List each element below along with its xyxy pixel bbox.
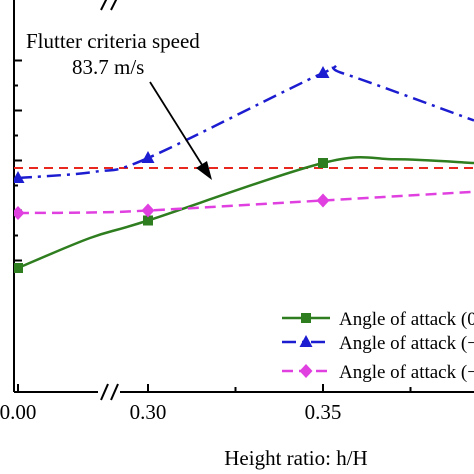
series-layer	[14, 63, 474, 273]
data-point-diamond	[141, 203, 155, 218]
data-point-diamond	[316, 193, 330, 208]
data-point-triangle	[14, 171, 25, 183]
x-axis-label: Height ratio: h/H	[224, 446, 367, 470]
legend-item: Angle of attack (0	[282, 309, 474, 330]
annotation-line-1: Flutter criteria speed	[26, 29, 200, 53]
series-line	[17, 63, 474, 180]
x-tick-labels: 0.00 0.30 0.35	[0, 400, 341, 424]
series-line	[17, 190, 474, 215]
legend-item: Angle of attack (−	[282, 333, 474, 354]
data-point-diamond	[299, 364, 313, 378]
series-2	[14, 63, 474, 183]
x-tick-marks	[17, 384, 412, 392]
legend: Angle of attack (0 Angle of attack (− Angl…	[282, 309, 474, 383]
data-point-triangle	[316, 66, 330, 78]
y-tick-marks	[14, 59, 22, 262]
bottom-axis-break	[98, 383, 120, 401]
data-point-triangle	[141, 151, 155, 163]
data-point-diamond	[14, 206, 25, 220]
data-point-square	[318, 158, 328, 168]
legend-label: Angle of attack (−	[339, 362, 474, 383]
legend-label: Angle of attack (−	[339, 333, 474, 354]
series-3	[14, 190, 474, 220]
data-point-square	[301, 313, 311, 323]
annotation-arrow-shaft	[149, 81, 205, 169]
annotation-line-2: 83.7 m/s	[72, 55, 144, 79]
legend-label: Angle of attack (0	[339, 309, 474, 330]
data-point-triangle	[299, 335, 313, 347]
series-1	[14, 155, 474, 273]
data-point-square	[14, 263, 23, 273]
x-tick-label: 0.35	[305, 400, 342, 424]
series-line	[17, 155, 474, 270]
flutter-annotation: Flutter criteria speed 83.7 m/s	[26, 29, 212, 180]
x-tick-label: 0.00	[0, 400, 36, 424]
annotation-arrow-head	[196, 161, 212, 180]
legend-item: Angle of attack (−	[282, 362, 474, 383]
x-tick-label: 0.30	[130, 400, 167, 424]
top-axis-break	[98, 0, 120, 11]
data-point-square	[143, 215, 153, 226]
